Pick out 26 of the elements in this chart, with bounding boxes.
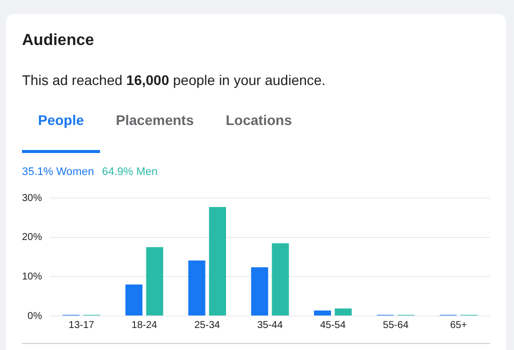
bar xyxy=(334,308,352,316)
chart-subtitle: This ad reached 16,000 people in your audience. xyxy=(22,72,326,88)
bar xyxy=(146,247,164,316)
y-tick-label: 10% xyxy=(22,271,42,282)
x-tick-label: 25-34 xyxy=(194,320,220,331)
x-tick-label: 55-64 xyxy=(382,320,409,331)
x-tick-label: 45-54 xyxy=(320,320,346,331)
text: 35.1% Women xyxy=(22,166,94,178)
x-tick-label: 13-17 xyxy=(68,320,95,331)
bar xyxy=(251,267,268,316)
x-tick-label: 65+ xyxy=(450,320,468,331)
text: People xyxy=(22,112,100,153)
y-tick-label: 20% xyxy=(22,232,42,244)
bar xyxy=(188,260,206,316)
x-tick-label: 35-44 xyxy=(257,320,284,331)
bar xyxy=(125,284,142,316)
y-tick-label: 30% xyxy=(22,192,42,204)
bar xyxy=(272,243,289,316)
text: Locations xyxy=(224,112,293,130)
bar xyxy=(209,207,226,316)
chart-title: Audience xyxy=(22,32,94,50)
x-tick-label: 18-24 xyxy=(132,320,158,331)
text: Placements xyxy=(114,112,195,130)
bar xyxy=(314,310,331,316)
text: 64.9% Men xyxy=(102,166,158,178)
y-tick-label: 0% xyxy=(28,310,42,322)
